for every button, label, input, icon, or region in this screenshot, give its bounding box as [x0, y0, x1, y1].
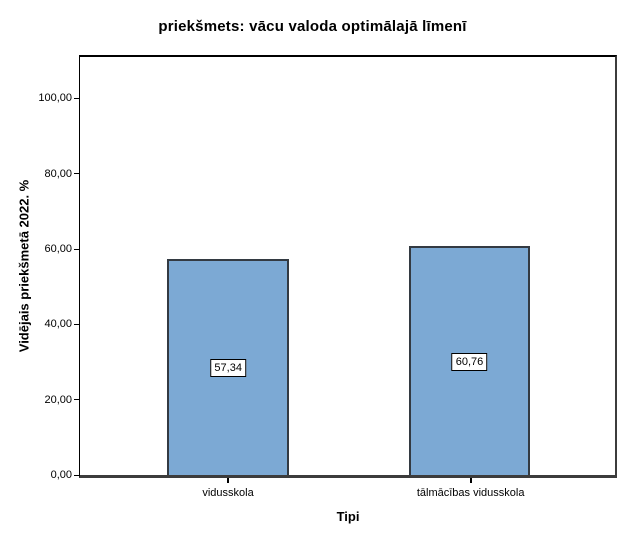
x-tick-mark	[227, 478, 230, 483]
y-tick: 40,00	[44, 318, 80, 330]
x-tick-label: tālmācības vidusskola	[416, 487, 525, 499]
y-axis-title: Vidējais priekšmetā 2022. %	[16, 179, 32, 353]
y-tick-label: 40,00	[44, 318, 72, 331]
y-tick: 60,00	[44, 243, 80, 255]
y-tick-label: 100,00	[38, 92, 72, 105]
y-tick-label: 20,00	[44, 393, 72, 406]
y-tick: 100,00	[38, 92, 80, 104]
x-axis-title: Tipi	[336, 509, 360, 524]
bar-value-label: 60,76	[451, 352, 488, 371]
y-tick-mark	[74, 173, 80, 175]
y-tick-mark	[74, 323, 80, 325]
y-tick-label: 60,00	[44, 243, 72, 256]
y-tick: 20,00	[44, 394, 80, 406]
y-tick-mark	[74, 97, 80, 99]
y-tick: 80,00	[44, 168, 80, 180]
bar-value-label: 57,34	[210, 359, 246, 378]
y-tick-mark	[74, 399, 80, 401]
y-tick-label: 80,00	[44, 167, 72, 180]
y-tick: 0,00	[51, 469, 80, 481]
y-tick-mark	[74, 474, 80, 476]
bar-vidusskola: 57,34	[167, 259, 289, 475]
y-tick-label: 0,00	[50, 469, 72, 481]
chart-title: priekšmets: vācu valoda optimālajā līmen…	[158, 18, 467, 35]
bar-tālmācības-vidusskola: 60,76	[408, 246, 531, 475]
y-tick-mark	[74, 248, 80, 250]
x-axis: vidusskola tālmācības vidusskola	[79, 478, 617, 504]
plot-area: 0,00 20,00 40,00 60,00 80,00 100,00 57,34 60,76	[38, 55, 617, 481]
x-tick-label: vidusskola	[202, 487, 254, 499]
x-tick-mark	[469, 478, 472, 483]
